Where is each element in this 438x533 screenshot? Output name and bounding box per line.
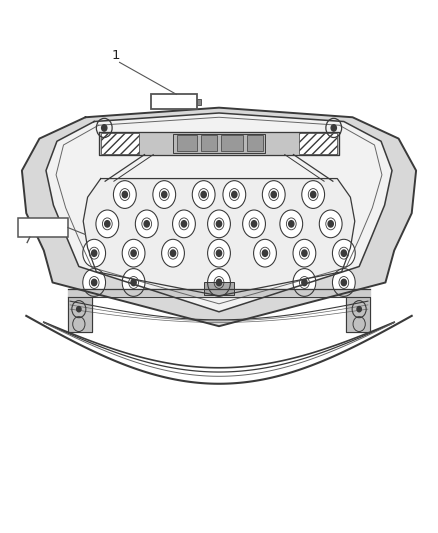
Circle shape — [293, 239, 316, 267]
Circle shape — [280, 210, 303, 238]
Circle shape — [153, 181, 176, 208]
Bar — [101, 133, 139, 154]
Circle shape — [113, 181, 136, 208]
Bar — [197, 99, 201, 105]
Bar — [299, 133, 337, 154]
Circle shape — [208, 239, 230, 267]
Polygon shape — [99, 132, 339, 155]
Bar — [177, 135, 197, 151]
Circle shape — [328, 221, 333, 227]
Circle shape — [135, 210, 158, 238]
Circle shape — [302, 279, 307, 286]
Circle shape — [311, 191, 316, 198]
Circle shape — [83, 239, 106, 267]
Circle shape — [77, 306, 81, 312]
Circle shape — [92, 250, 97, 256]
Bar — [173, 134, 265, 153]
Circle shape — [357, 306, 361, 312]
Polygon shape — [83, 179, 355, 296]
Polygon shape — [346, 297, 370, 332]
Circle shape — [208, 210, 230, 238]
Circle shape — [271, 191, 276, 198]
Circle shape — [302, 181, 325, 208]
Circle shape — [243, 210, 265, 238]
Circle shape — [341, 279, 346, 286]
Bar — [151, 94, 197, 109]
Circle shape — [102, 125, 107, 131]
Polygon shape — [68, 297, 92, 332]
Polygon shape — [68, 289, 370, 297]
Circle shape — [170, 250, 176, 256]
Circle shape — [162, 191, 167, 198]
Circle shape — [181, 221, 187, 227]
Circle shape — [223, 181, 246, 208]
Circle shape — [173, 210, 195, 238]
Circle shape — [122, 191, 127, 198]
Circle shape — [331, 125, 336, 131]
Circle shape — [131, 250, 136, 256]
Bar — [204, 282, 234, 295]
Circle shape — [251, 221, 257, 227]
Bar — [18, 218, 68, 237]
Circle shape — [216, 250, 222, 256]
Circle shape — [83, 269, 106, 296]
Circle shape — [254, 239, 276, 267]
Circle shape — [332, 239, 355, 267]
Text: 1: 1 — [112, 50, 120, 62]
Circle shape — [289, 221, 294, 227]
Bar — [221, 135, 243, 151]
Bar — [201, 135, 217, 151]
Bar — [247, 135, 263, 151]
Circle shape — [122, 269, 145, 296]
Circle shape — [293, 269, 316, 296]
Circle shape — [105, 221, 110, 227]
Circle shape — [262, 181, 285, 208]
Circle shape — [262, 250, 268, 256]
Circle shape — [162, 239, 184, 267]
Circle shape — [208, 269, 230, 296]
Circle shape — [232, 191, 237, 198]
Circle shape — [131, 279, 136, 286]
Circle shape — [201, 191, 206, 198]
Circle shape — [216, 221, 222, 227]
Circle shape — [216, 279, 222, 286]
Circle shape — [319, 210, 342, 238]
Circle shape — [92, 279, 97, 286]
Circle shape — [144, 221, 149, 227]
Circle shape — [341, 250, 346, 256]
Circle shape — [302, 250, 307, 256]
Circle shape — [192, 181, 215, 208]
Circle shape — [122, 239, 145, 267]
Circle shape — [96, 210, 119, 238]
Polygon shape — [46, 113, 392, 312]
Polygon shape — [22, 108, 416, 326]
Circle shape — [332, 269, 355, 296]
